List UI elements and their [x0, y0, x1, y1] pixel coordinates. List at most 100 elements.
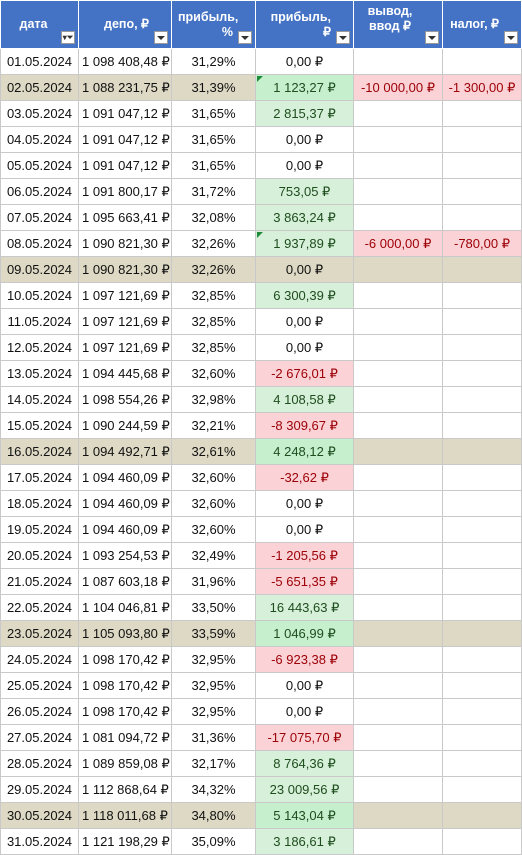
cell-depo[interactable]: 1 091 047,12 ₽ — [78, 100, 172, 127]
cell-tax[interactable] — [442, 308, 522, 335]
cell-profit-rub[interactable]: 0,00 ₽ — [255, 490, 354, 517]
cell-withdraw-deposit[interactable] — [353, 386, 443, 413]
cell-profit-pct[interactable]: 32,61% — [171, 438, 256, 465]
cell-tax[interactable] — [442, 334, 522, 361]
cell-profit-rub[interactable]: 23 009,56 ₽ — [255, 776, 354, 803]
cell-tax[interactable] — [442, 412, 522, 439]
cell-withdraw-deposit[interactable] — [353, 672, 443, 699]
cell-tax[interactable] — [442, 672, 522, 699]
cell-profit-rub[interactable]: -32,62 ₽ — [255, 464, 354, 491]
cell-depo[interactable]: 1 104 046,81 ₽ — [78, 594, 172, 621]
cell-date[interactable]: 08.05.2024 — [0, 230, 79, 257]
cell-withdraw-deposit[interactable] — [353, 802, 443, 829]
cell-profit-pct[interactable]: 32,26% — [171, 256, 256, 283]
cell-date[interactable]: 29.05.2024 — [0, 776, 79, 803]
cell-depo[interactable]: 1 091 047,12 ₽ — [78, 152, 172, 179]
cell-tax[interactable] — [442, 126, 522, 153]
cell-profit-rub[interactable]: 0,00 ₽ — [255, 126, 354, 153]
cell-tax[interactable] — [442, 256, 522, 283]
cell-profit-rub[interactable]: 5 143,04 ₽ — [255, 802, 354, 829]
filter-dropdown-icon[interactable] — [336, 31, 350, 44]
cell-date[interactable]: 15.05.2024 — [0, 412, 79, 439]
cell-depo[interactable]: 1 098 170,42 ₽ — [78, 672, 172, 699]
cell-profit-rub[interactable]: 2 815,37 ₽ — [255, 100, 354, 127]
cell-tax[interactable] — [442, 750, 522, 777]
cell-withdraw-deposit[interactable] — [353, 204, 443, 231]
cell-depo[interactable]: 1 097 121,69 ₽ — [78, 282, 172, 309]
cell-profit-rub[interactable]: 753,05 ₽ — [255, 178, 354, 205]
cell-date[interactable]: 27.05.2024 — [0, 724, 79, 751]
cell-profit-pct[interactable]: 34,32% — [171, 776, 256, 803]
cell-profit-pct[interactable]: 31,96% — [171, 568, 256, 595]
cell-date[interactable]: 23.05.2024 — [0, 620, 79, 647]
cell-depo[interactable]: 1 112 868,64 ₽ — [78, 776, 172, 803]
cell-depo[interactable]: 1 091 047,12 ₽ — [78, 126, 172, 153]
cell-depo[interactable]: 1 095 663,41 ₽ — [78, 204, 172, 231]
cell-withdraw-deposit[interactable] — [353, 464, 443, 491]
cell-date[interactable]: 31.05.2024 — [0, 828, 79, 855]
cell-depo[interactable]: 1 097 121,69 ₽ — [78, 334, 172, 361]
cell-date[interactable]: 25.05.2024 — [0, 672, 79, 699]
cell-depo[interactable]: 1 093 254,53 ₽ — [78, 542, 172, 569]
cell-date[interactable]: 16.05.2024 — [0, 438, 79, 465]
cell-profit-pct[interactable]: 32,85% — [171, 282, 256, 309]
cell-withdraw-deposit[interactable] — [353, 594, 443, 621]
cell-depo[interactable]: 1 087 603,18 ₽ — [78, 568, 172, 595]
cell-profit-pct[interactable]: 31,72% — [171, 178, 256, 205]
cell-depo[interactable]: 1 098 170,42 ₽ — [78, 646, 172, 673]
filter-dropdown-icon[interactable] — [504, 31, 518, 44]
cell-profit-pct[interactable]: 32,60% — [171, 516, 256, 543]
cell-depo[interactable]: 1 094 460,09 ₽ — [78, 516, 172, 543]
cell-depo[interactable]: 1 081 094,72 ₽ — [78, 724, 172, 751]
cell-withdraw-deposit[interactable] — [353, 360, 443, 387]
cell-tax[interactable] — [442, 698, 522, 725]
cell-depo[interactable]: 1 090 821,30 ₽ — [78, 256, 172, 283]
cell-date[interactable]: 01.05.2024 — [0, 48, 79, 75]
cell-withdraw-deposit[interactable] — [353, 126, 443, 153]
cell-profit-pct[interactable]: 31,65% — [171, 100, 256, 127]
cell-profit-pct[interactable]: 31,65% — [171, 152, 256, 179]
cell-withdraw-deposit[interactable] — [353, 516, 443, 543]
cell-tax[interactable] — [442, 360, 522, 387]
cell-tax[interactable] — [442, 100, 522, 127]
cell-profit-pct[interactable]: 35,09% — [171, 828, 256, 855]
cell-profit-pct[interactable]: 33,50% — [171, 594, 256, 621]
cell-depo[interactable]: 1 090 244,59 ₽ — [78, 412, 172, 439]
cell-date[interactable]: 20.05.2024 — [0, 542, 79, 569]
cell-tax[interactable]: -1 300,00 ₽ — [442, 74, 522, 101]
cell-date[interactable]: 14.05.2024 — [0, 386, 79, 413]
cell-withdraw-deposit[interactable]: -6 000,00 ₽ — [353, 230, 443, 257]
cell-depo[interactable]: 1 098 408,48 ₽ — [78, 48, 172, 75]
cell-profit-pct[interactable]: 31,65% — [171, 126, 256, 153]
cell-depo[interactable]: 1 098 170,42 ₽ — [78, 698, 172, 725]
cell-date[interactable]: 02.05.2024 — [0, 74, 79, 101]
cell-withdraw-deposit[interactable] — [353, 568, 443, 595]
cell-tax[interactable] — [442, 646, 522, 673]
cell-profit-pct[interactable]: 31,29% — [171, 48, 256, 75]
cell-withdraw-deposit[interactable] — [353, 620, 443, 647]
cell-profit-rub[interactable]: 8 764,36 ₽ — [255, 750, 354, 777]
cell-profit-pct[interactable]: 33,59% — [171, 620, 256, 647]
cell-depo[interactable]: 1 121 198,29 ₽ — [78, 828, 172, 855]
cell-date[interactable]: 07.05.2024 — [0, 204, 79, 231]
cell-profit-rub[interactable]: 0,00 ₽ — [255, 152, 354, 179]
cell-profit-pct[interactable]: 31,36% — [171, 724, 256, 751]
cell-profit-rub[interactable]: -6 923,38 ₽ — [255, 646, 354, 673]
cell-tax[interactable] — [442, 204, 522, 231]
cell-date[interactable]: 06.05.2024 — [0, 178, 79, 205]
cell-profit-rub[interactable]: 0,00 ₽ — [255, 334, 354, 361]
cell-withdraw-deposit[interactable] — [353, 776, 443, 803]
cell-profit-rub[interactable]: 0,00 ₽ — [255, 516, 354, 543]
cell-profit-rub[interactable]: 3 863,24 ₽ — [255, 204, 354, 231]
cell-profit-pct[interactable]: 32,98% — [171, 386, 256, 413]
cell-profit-rub[interactable]: 3 186,61 ₽ — [255, 828, 354, 855]
cell-withdraw-deposit[interactable] — [353, 438, 443, 465]
cell-tax[interactable] — [442, 438, 522, 465]
cell-profit-rub[interactable]: 1 123,27 ₽ — [255, 74, 354, 101]
cell-tax[interactable] — [442, 48, 522, 75]
filter-dropdown-icon[interactable] — [425, 31, 439, 44]
cell-profit-pct[interactable]: 34,80% — [171, 802, 256, 829]
cell-date[interactable]: 28.05.2024 — [0, 750, 79, 777]
cell-profit-pct[interactable]: 32,17% — [171, 750, 256, 777]
filter-active-icon[interactable]: ▾⏷ — [61, 31, 75, 44]
